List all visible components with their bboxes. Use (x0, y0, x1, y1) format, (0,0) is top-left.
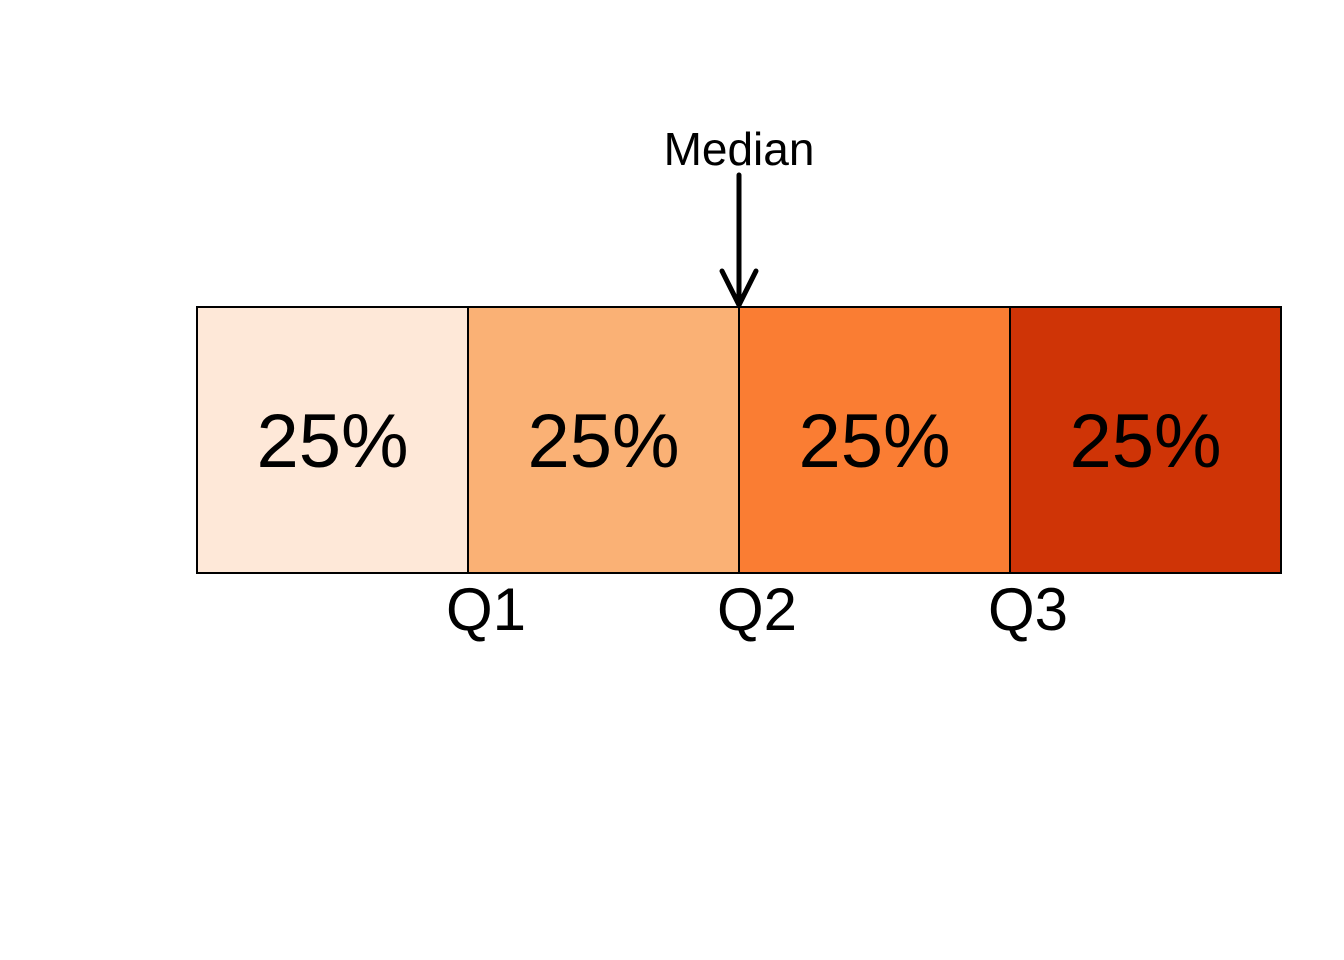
segment-2-label: 25% (527, 399, 679, 484)
quartile-label-q1: Q1 (446, 576, 526, 643)
segment-4-label: 25% (1069, 399, 1221, 484)
segment-3-label: 25% (798, 399, 950, 484)
segment-3: 25% (738, 306, 1011, 574)
segment-4: 25% (1009, 306, 1282, 574)
segment-3-box (738, 306, 1011, 574)
quartile-label-q3: Q3 (988, 576, 1068, 643)
quartile-label-q2: Q2 (717, 576, 797, 643)
segment-1: 25% (196, 306, 469, 574)
segment-1-label: 25% (256, 399, 408, 484)
segment-4-box (1009, 306, 1282, 574)
segment-2: 25% (467, 306, 740, 574)
median-arrow-icon (719, 172, 759, 308)
segment-2-box (467, 306, 740, 574)
median-label: Median (664, 123, 815, 175)
segment-1-box (196, 306, 469, 574)
